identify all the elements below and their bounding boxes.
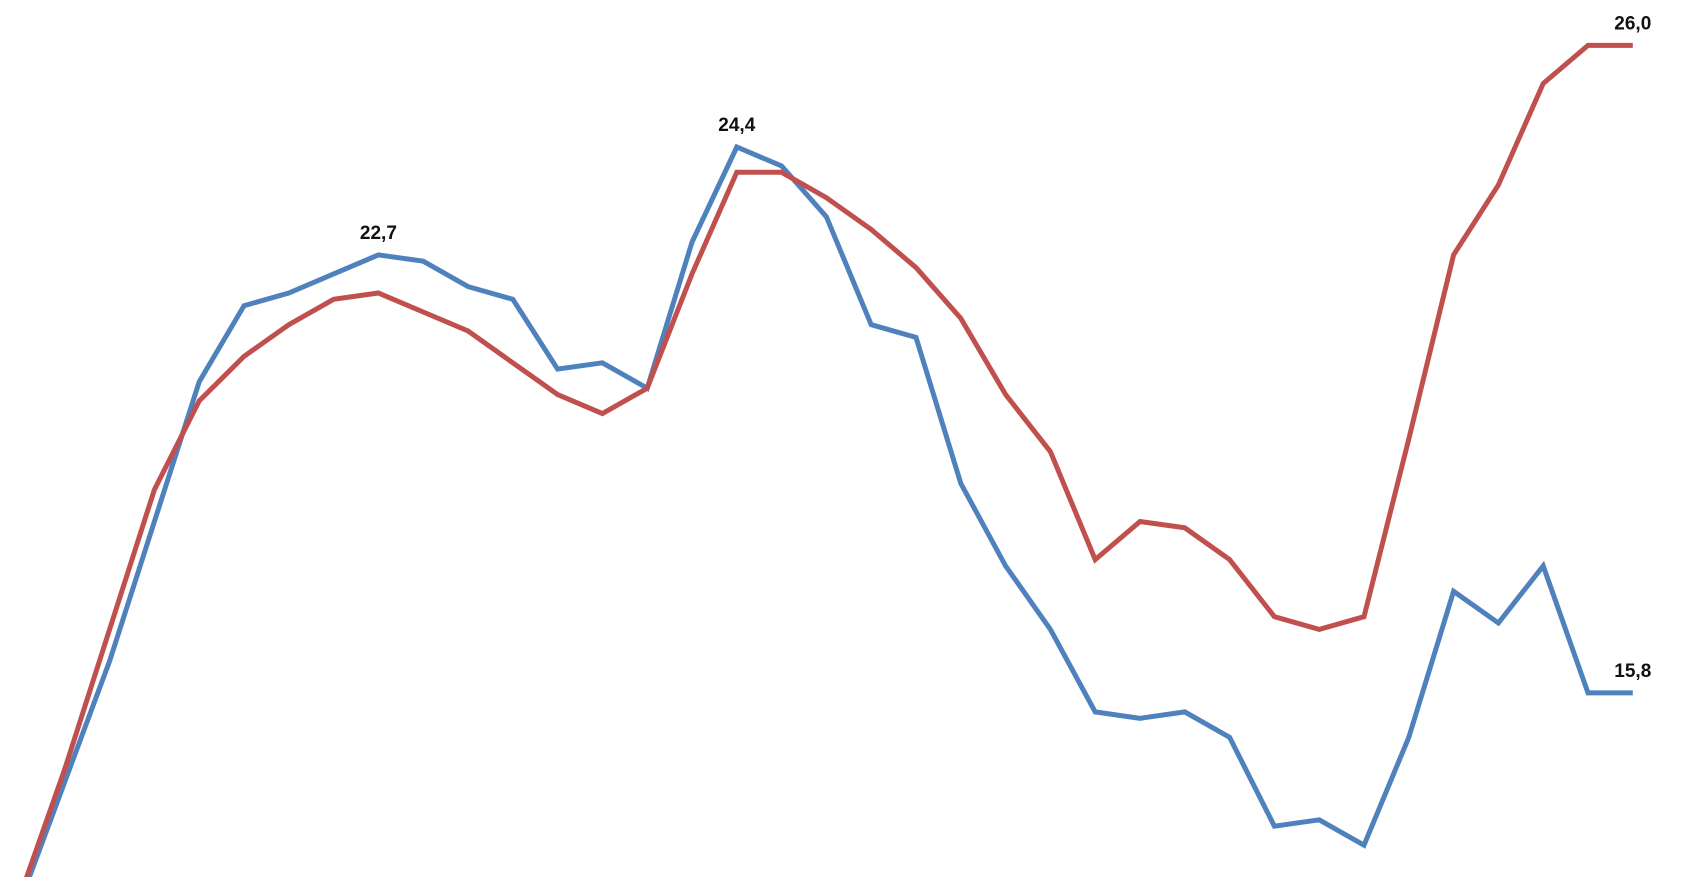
data-label-layer: 22,7 24,4 15,8 26,0 <box>360 13 1651 682</box>
data-label: 22,7 <box>360 223 397 244</box>
series-layer <box>24 42 1633 877</box>
data-label: 15,8 <box>1614 661 1651 682</box>
series-2 <box>24 42 1633 877</box>
data-label: 24,4 <box>718 115 755 136</box>
data-label: 26,0 <box>1614 13 1651 34</box>
series-2-line <box>24 42 1633 877</box>
